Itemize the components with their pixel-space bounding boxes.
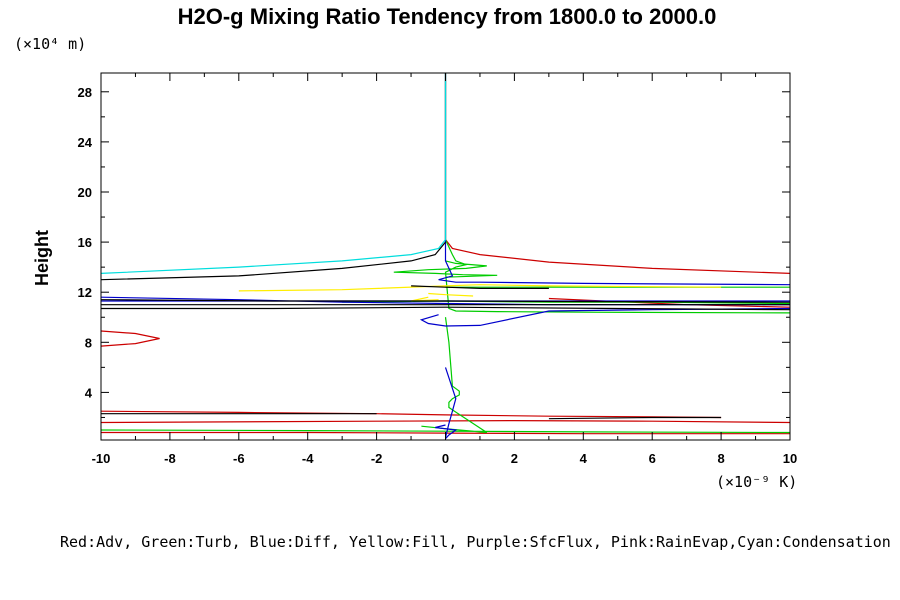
legend: Red:Adv, Green:Turb, Blue:Diff, Yellow:F… <box>60 533 891 551</box>
series-line-turb <box>101 73 790 434</box>
y-tick-label: 12 <box>78 285 92 300</box>
x-tick-label: 8 <box>717 451 724 466</box>
x-tick-label: -4 <box>302 451 314 466</box>
series-line-total <box>101 241 790 420</box>
y-tick-label: 28 <box>78 85 92 100</box>
x-tick-label: 6 <box>649 451 656 466</box>
y-tick-label: 20 <box>78 185 92 200</box>
x-tick-label: 10 <box>783 451 797 466</box>
x-tick-label: 4 <box>580 451 588 466</box>
y-tick-label: 8 <box>85 335 92 350</box>
series-line-adv <box>101 73 790 435</box>
series-line-condensation <box>101 73 447 274</box>
y-axis-label: Height <box>32 230 52 286</box>
y-unit-label: (×10⁴ m) <box>14 35 86 53</box>
x-tick-label: -8 <box>164 451 176 466</box>
y-tick-label: 24 <box>78 135 93 150</box>
x-tick-label: -6 <box>233 451 245 466</box>
x-tick-label: -10 <box>92 451 111 466</box>
x-unit-label: (×10⁻⁹ K) <box>716 473 797 491</box>
y-tick-label: 16 <box>78 235 92 250</box>
x-tick-label: 2 <box>511 451 518 466</box>
y-tick-label: 4 <box>85 385 93 400</box>
plot-area <box>101 73 790 440</box>
chart-title: H2O-g Mixing Ratio Tendency from 1800.0 … <box>178 4 717 29</box>
x-tick-label: -2 <box>371 451 383 466</box>
x-tick-label: 0 <box>442 451 449 466</box>
